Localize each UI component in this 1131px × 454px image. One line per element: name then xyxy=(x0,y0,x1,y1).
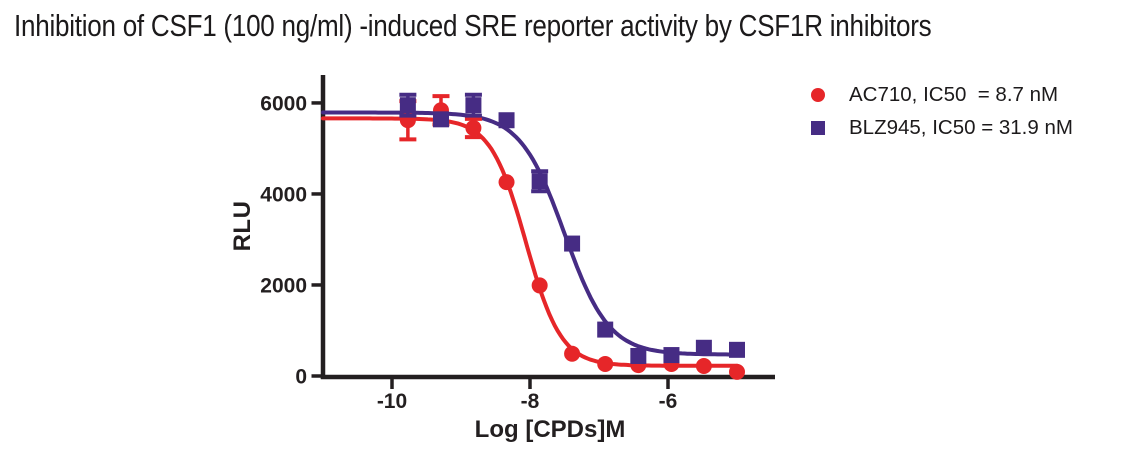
data-point-blz945 xyxy=(498,112,515,129)
legend-item-blz945: BLZ945, IC50 = 31.9 nM xyxy=(800,115,1073,141)
legend: AC710, IC50 = 8.7 nM BLZ945, IC50 = 31.9… xyxy=(800,82,1073,141)
series-curve-blz945 xyxy=(321,110,739,357)
data-point-blz945 xyxy=(432,111,449,128)
chart-title-text: Inhibition of CSF1 (100 ng/ml) -induced … xyxy=(14,8,932,43)
legend-marker-square-icon xyxy=(811,121,825,135)
data-point-ac710 xyxy=(564,345,581,362)
data-point-blz945 xyxy=(695,339,712,356)
data-point-blz945 xyxy=(630,347,647,364)
legend-label-ac710: AC710, IC50 = 8.7 nM xyxy=(849,83,1059,106)
data-point-blz945 xyxy=(564,235,581,252)
x-axis-title: Log [CPDs]M xyxy=(474,416,626,443)
y-tick-label: 0 xyxy=(295,366,307,389)
data-point-ac710 xyxy=(531,277,548,294)
x-tick-label: -8 xyxy=(521,390,540,413)
data-point-ac710 xyxy=(729,363,745,380)
data-point-blz945 xyxy=(729,341,745,358)
data-point-ac710 xyxy=(597,355,614,372)
y-axis-title: RLU xyxy=(229,200,256,252)
legend-item-ac710: AC710, IC50 = 8.7 nM xyxy=(800,82,1073,108)
y-tick-label: 2000 xyxy=(260,274,307,297)
data-point-blz945 xyxy=(597,321,614,338)
data-point-blz945 xyxy=(465,97,482,114)
legend-marker-circle-icon xyxy=(811,88,825,102)
data-point-ac710 xyxy=(695,357,712,374)
data-point-ac710 xyxy=(465,119,482,136)
data-point-blz945 xyxy=(399,97,416,114)
y-tick-label: 4000 xyxy=(260,183,307,206)
data-point-ac710 xyxy=(498,174,515,191)
legend-label-blz945: BLZ945, IC50 = 31.9 nM xyxy=(849,116,1073,139)
data-point-blz945 xyxy=(531,173,548,190)
x-tick-label: -6 xyxy=(659,390,678,413)
chart-title: Inhibition of CSF1 (100 ng/ml) -induced … xyxy=(14,8,1106,44)
y-tick-label: 6000 xyxy=(260,92,307,115)
x-tick-label: -10 xyxy=(377,390,407,413)
data-point-blz945 xyxy=(663,347,680,364)
